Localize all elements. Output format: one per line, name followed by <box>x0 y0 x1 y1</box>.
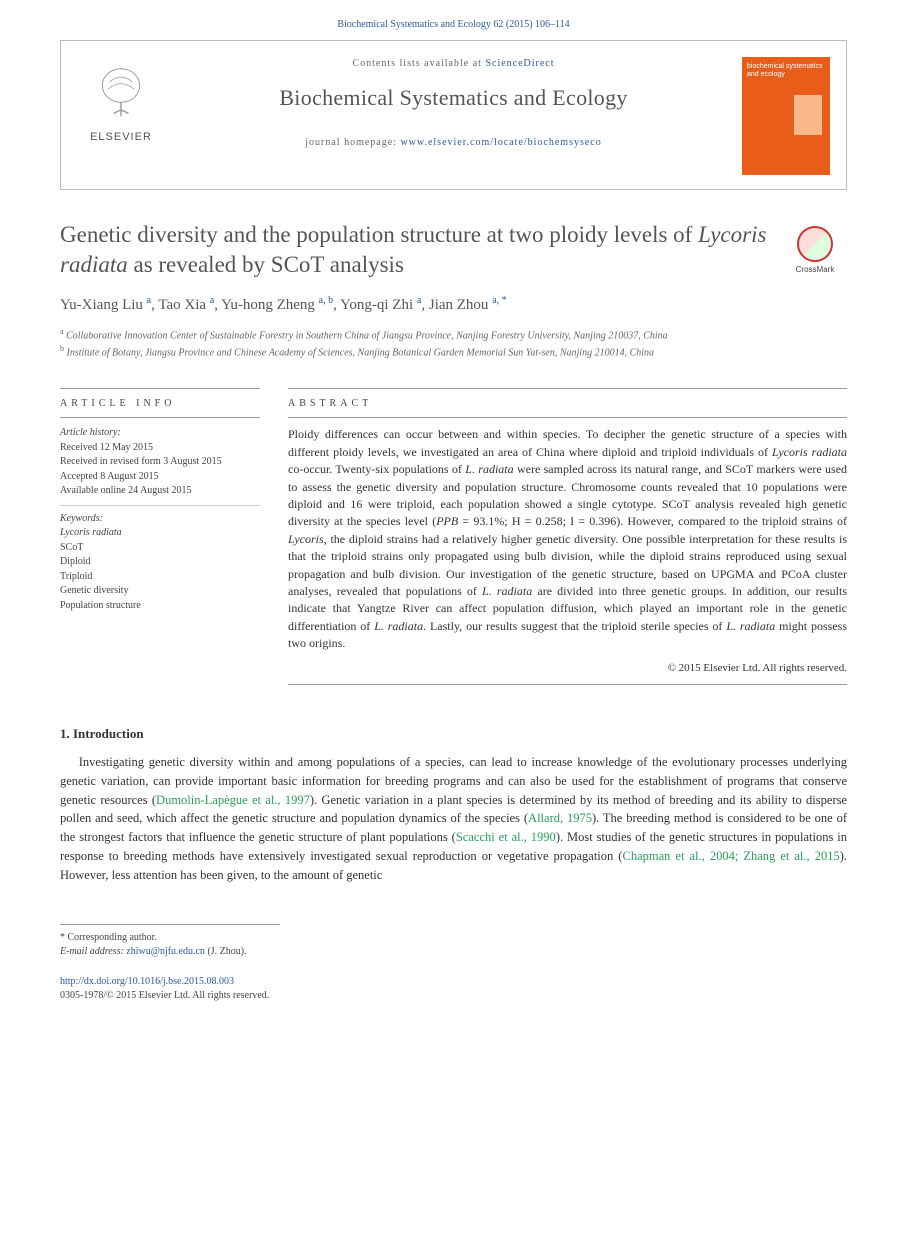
section-heading-intro: 1. Introduction <box>60 725 847 743</box>
abstract-text: Ploidy differences can occur between and… <box>288 426 847 652</box>
homepage-line: journal homepage: www.elsevier.com/locat… <box>181 136 726 150</box>
elsevier-tree-icon <box>93 65 149 121</box>
abstract-heading: ABSTRACT <box>288 389 847 418</box>
keyword: Lycoris radiata <box>60 526 260 541</box>
publisher-logo: ELSEVIER <box>81 65 161 146</box>
corr-email-link[interactable]: zhiwu@njfu.edu.cn <box>126 946 205 957</box>
running-header: Biochemical Systematics and Ecology 62 (… <box>0 0 907 40</box>
keyword: SCoT <box>60 541 260 556</box>
journal-cover-thumb: biochemical systematics and ecology <box>742 57 830 175</box>
keyword: Triploid <box>60 570 260 585</box>
article-info-column: ARTICLE INFO Article history: Received 1… <box>60 388 260 684</box>
crossmark-label: CrossMark <box>783 264 847 275</box>
journal-masthead: ELSEVIER biochemical systematics and eco… <box>60 40 847 190</box>
history-item: Received 12 May 2015 <box>60 441 260 456</box>
corresponding-author-note: * Corresponding author. E-mail address: … <box>60 924 280 959</box>
keyword: Genetic diversity <box>60 584 260 599</box>
cover-accent <box>794 95 822 135</box>
affiliation-b: b Institute of Botany, Jiangsu Province … <box>60 343 847 360</box>
header-citation: Biochemical Systematics and Ecology 62 (… <box>337 19 569 30</box>
homepage-link[interactable]: www.elsevier.com/locate/biochemsyseco <box>400 137 601 148</box>
abstract-column: ABSTRACT Ploidy differences can occur be… <box>288 388 847 684</box>
cover-text: biochemical systematics and ecology <box>747 63 822 78</box>
doi-link[interactable]: http://dx.doi.org/10.1016/j.bse.2015.08.… <box>60 976 234 987</box>
abstract-copyright: © 2015 Elsevier Ltd. All rights reserved… <box>288 661 847 676</box>
affiliations: a Collaborative Innovation Center of Sus… <box>60 326 847 361</box>
history-item: Available online 24 August 2015 <box>60 484 260 499</box>
email-label: E-mail address: <box>60 946 124 957</box>
history-item: Accepted 8 August 2015 <box>60 470 260 485</box>
intro-paragraph: Investigating genetic diversity within a… <box>60 753 847 884</box>
sciencedirect-link[interactable]: ScienceDirect <box>485 58 554 69</box>
contents-line: Contents lists available at ScienceDirec… <box>181 57 726 71</box>
keyword: Diploid <box>60 555 260 570</box>
publisher-name: ELSEVIER <box>81 130 161 145</box>
keywords-label: Keywords: <box>60 512 260 527</box>
corr-email-line: E-mail address: zhiwu@njfu.edu.cn (J. Zh… <box>60 945 280 959</box>
corr-email-name: (J. Zhou). <box>207 946 246 957</box>
doi-block: http://dx.doi.org/10.1016/j.bse.2015.08.… <box>60 975 847 1003</box>
article-title: Genetic diversity and the population str… <box>60 220 767 280</box>
article-history: Article history: Received 12 May 2015 Re… <box>60 426 260 613</box>
homepage-prefix: journal homepage: <box>305 137 400 148</box>
crossmark-icon <box>797 226 833 262</box>
history-item: Received in revised form 3 August 2015 <box>60 455 260 470</box>
corr-label: * Corresponding author. <box>60 931 280 945</box>
contents-prefix: Contents lists available at <box>352 58 485 69</box>
article-info-heading: ARTICLE INFO <box>60 389 260 418</box>
crossmark-badge[interactable]: CrossMark <box>783 226 847 275</box>
history-label: Article history: <box>60 426 260 441</box>
issn-copyright: 0305-1978/© 2015 Elsevier Ltd. All right… <box>60 989 847 1003</box>
journal-title: Biochemical Systematics and Ecology <box>181 83 726 114</box>
author-list: Yu-Xiang Liu a, Tao Xia a, Yu-hong Zheng… <box>60 294 847 316</box>
keyword: Population structure <box>60 599 260 614</box>
affiliation-a: a Collaborative Innovation Center of Sus… <box>60 326 847 343</box>
